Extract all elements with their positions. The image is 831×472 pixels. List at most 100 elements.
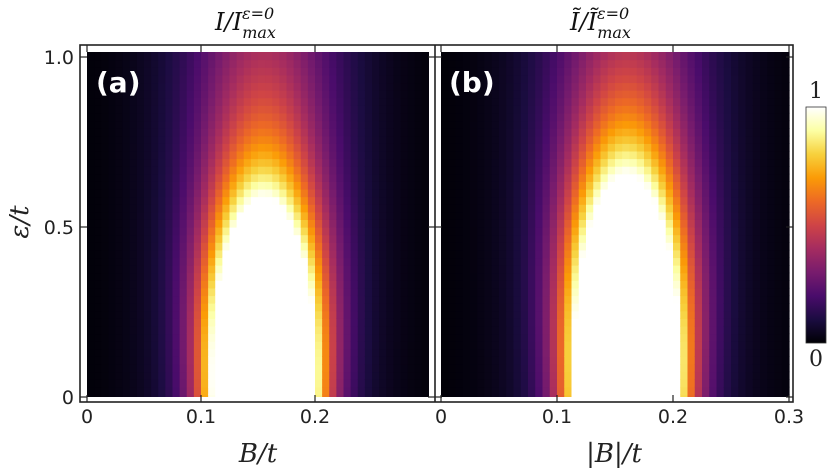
heatmap-cell: [673, 341, 681, 350]
heatmap-cell: [393, 303, 402, 312]
heatmap-cell: [687, 249, 696, 259]
heatmap-cell: [407, 386, 416, 395]
heatmap-cell: [293, 219, 302, 228]
heatmap-cell: [615, 318, 623, 327]
heatmap-cell: [694, 371, 703, 380]
heatmap-cell: [379, 120, 387, 129]
heatmap-cell: [136, 303, 145, 312]
heatmap-cell: [272, 90, 280, 99]
heatmap-cell: [441, 356, 449, 365]
heatmap-cell: [293, 249, 302, 259]
heatmap-cell: [172, 204, 181, 213]
heatmap-cell: [731, 227, 739, 236]
heatmap-cell: [760, 325, 768, 335]
heatmap-cell: [379, 379, 387, 388]
heatmap-cell: [738, 272, 747, 281]
heatmap-cell: [222, 227, 231, 236]
heatmap-cell: [506, 265, 515, 274]
heatmap-cell: [542, 356, 551, 365]
panel-a-title-sub: max: [242, 23, 276, 42]
heatmap-cell: [87, 211, 95, 220]
heatmap-cell: [151, 280, 159, 289]
heatmap-cell: [293, 181, 302, 190]
heatmap-cell: [229, 112, 238, 122]
heatmap-cell: [179, 135, 188, 144]
heatmap-cell: [179, 143, 188, 152]
heatmap-cell: [470, 90, 478, 99]
heatmap-cell: [186, 310, 195, 319]
heatmap-cell: [322, 158, 330, 167]
heatmap-cell: [752, 97, 761, 106]
heatmap-cell: [528, 67, 536, 76]
heatmap-cell: [622, 143, 631, 152]
heatmap-cell: [528, 90, 536, 99]
y-tick-label: 0: [62, 387, 74, 409]
heatmap-cell: [201, 135, 209, 144]
heatmap-cell: [236, 97, 245, 106]
heatmap-cell: [279, 90, 288, 99]
heatmap-cell: [767, 211, 776, 220]
heatmap-cell: [322, 135, 330, 144]
heatmap-cell: [315, 188, 323, 198]
heatmap-cell: [462, 234, 471, 243]
heatmap-cell: [172, 112, 181, 122]
heatmap-cell: [607, 105, 616, 114]
heatmap-cell: [307, 150, 316, 160]
heatmap-cell: [680, 394, 689, 397]
heatmap-cell: [484, 234, 493, 243]
heatmap-cell: [315, 135, 323, 144]
heatmap-cell: [441, 287, 449, 297]
heatmap-cell: [535, 272, 544, 281]
heatmap-cell: [709, 386, 718, 395]
heatmap-cell: [491, 105, 500, 114]
heatmap-cell: [622, 196, 631, 205]
heatmap-cell: [258, 249, 266, 259]
heatmap-cell: [386, 158, 394, 167]
heatmap-cell: [535, 67, 544, 76]
heatmap-cell: [564, 280, 573, 289]
heatmap-cell: [687, 272, 696, 281]
heatmap-cell: [542, 90, 551, 99]
heatmap-cell: [723, 227, 732, 236]
heatmap-cell: [229, 318, 238, 327]
heatmap-cell: [129, 386, 138, 395]
heatmap-cell: [600, 181, 609, 190]
heatmap-cell: [379, 242, 387, 251]
heatmap-cell: [470, 234, 478, 243]
heatmap-cell: [386, 188, 394, 198]
heatmap-cell: [702, 173, 710, 182]
heatmap-cell: [477, 97, 486, 106]
heatmap-cell: [414, 97, 423, 106]
heatmap-cell: [322, 97, 330, 106]
heatmap-cell: [151, 227, 159, 236]
heatmap-cell: [101, 128, 109, 137]
heatmap-cell: [600, 249, 609, 259]
heatmap-cell: [615, 227, 623, 236]
heatmap-cell: [636, 280, 645, 289]
heatmap-cell: [336, 318, 345, 327]
heatmap-cell: [300, 181, 309, 190]
heatmap-cell: [709, 105, 718, 114]
heatmap-cell: [407, 135, 416, 144]
heatmap-cell: [448, 363, 457, 373]
heatmap-cell: [658, 196, 667, 205]
heatmap-cell: [622, 272, 631, 281]
heatmap-cell: [760, 90, 768, 99]
heatmap-cell: [393, 120, 402, 129]
heatmap-cell: [101, 204, 109, 213]
heatmap-cell: [136, 249, 145, 259]
heatmap-cell: [307, 211, 316, 220]
heatmap-cell: [293, 120, 302, 129]
heatmap-cell: [364, 249, 373, 259]
heatmap-cell: [760, 143, 768, 152]
heatmap-cell: [767, 348, 776, 357]
heatmap-cell: [286, 272, 295, 281]
heatmap-cell: [557, 242, 565, 251]
heatmap-cell: [644, 196, 652, 205]
heatmap-cell: [151, 379, 159, 388]
heatmap-cell: [752, 204, 761, 213]
heatmap-cell: [343, 120, 352, 129]
heatmap-cell: [315, 310, 323, 319]
heatmap-cell: [122, 287, 131, 297]
heatmap-cell: [513, 325, 522, 335]
